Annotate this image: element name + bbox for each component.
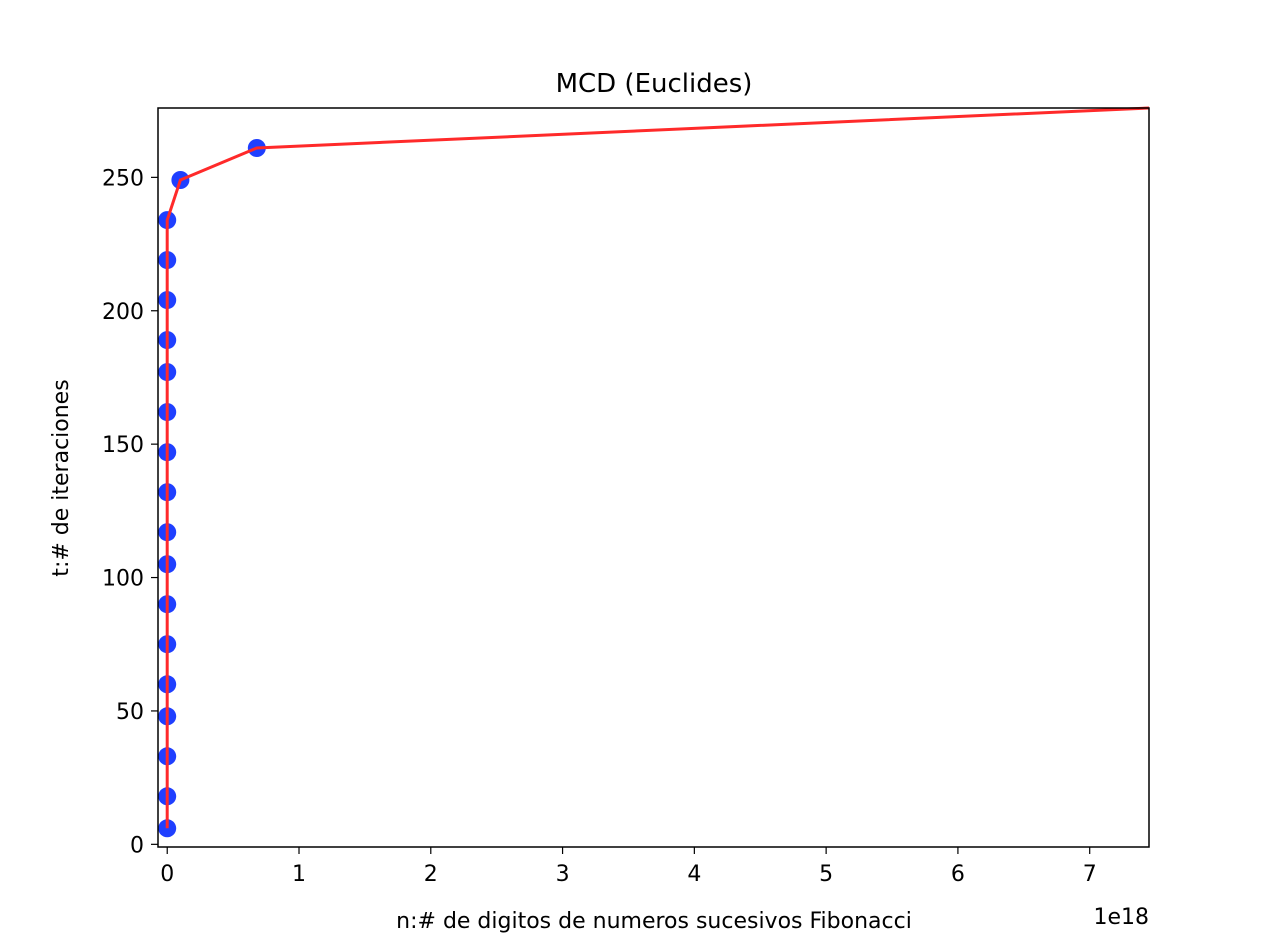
y-tick-label: 250 xyxy=(102,166,144,191)
plot-frame xyxy=(157,107,1150,848)
x-tick-label: 6 xyxy=(951,862,965,887)
x-tick-label: 5 xyxy=(819,862,833,887)
series-line xyxy=(165,106,1150,829)
y-tick-label: 0 xyxy=(130,833,144,858)
y-tick-label: 100 xyxy=(102,567,144,592)
y-axis-label: t:# de iteraciones xyxy=(49,379,74,576)
y-tick-label: 150 xyxy=(102,433,144,458)
x-tick-label: 2 xyxy=(424,862,438,887)
x-axis-label: n:# de digitos de numeros sucesivos Fibo… xyxy=(396,909,912,934)
x-axis-ticks: 0 1 2 3 4 5 6 7 xyxy=(160,847,1097,887)
y-tick-label: 200 xyxy=(102,300,144,325)
x-tick-label: 0 xyxy=(160,862,174,887)
x-axis-offset-label: 1e18 xyxy=(1093,905,1149,930)
plot-layer xyxy=(158,106,1150,838)
x-tick-label: 4 xyxy=(687,862,701,887)
chart-title: MCD (Euclides) xyxy=(556,69,753,99)
x-tick-label: 7 xyxy=(1083,862,1097,887)
x-tick-label: 1 xyxy=(292,862,306,887)
y-tick-label: 50 xyxy=(116,700,144,725)
y-axis-ticks: 0 50 100 150 200 250 xyxy=(102,166,158,858)
x-tick-label: 3 xyxy=(556,862,570,887)
